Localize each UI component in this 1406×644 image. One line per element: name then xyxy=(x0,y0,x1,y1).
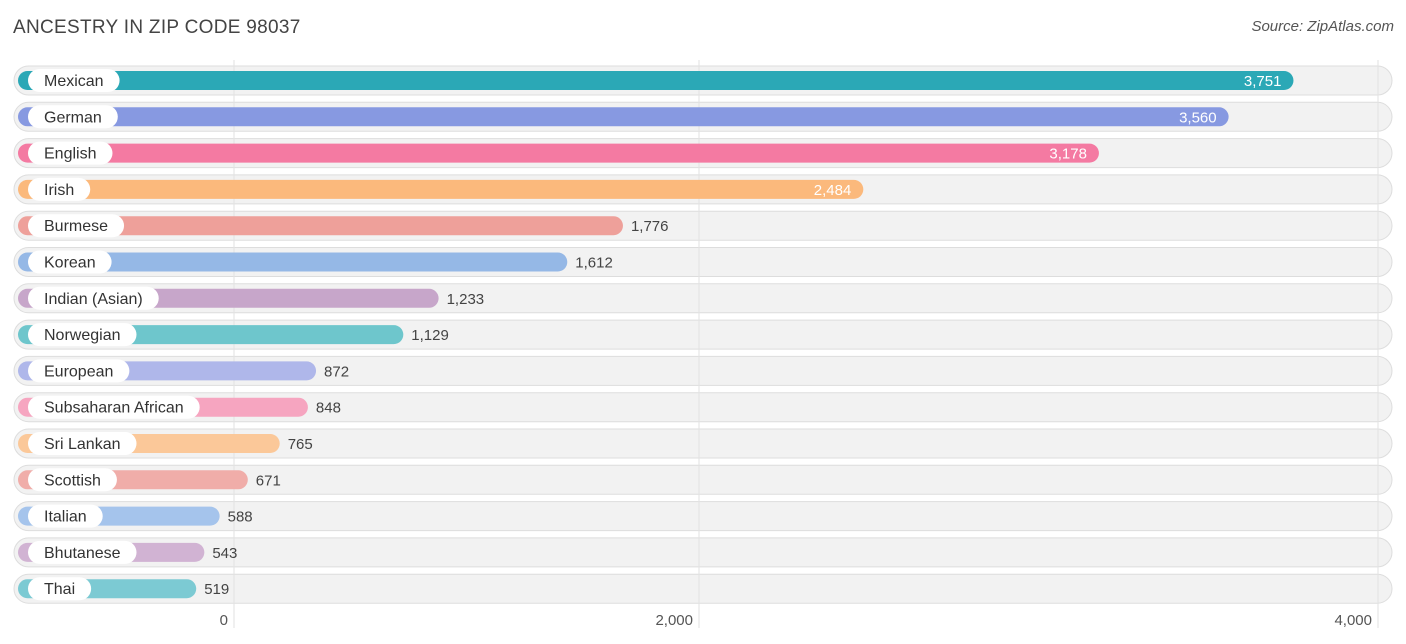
value-label: 3,751 xyxy=(1244,73,1282,90)
bar-group[interactable]: Thai 519 xyxy=(18,577,229,601)
bar-group[interactable]: European 872 xyxy=(18,359,349,383)
value-label: 519 xyxy=(204,581,229,598)
category-pill xyxy=(28,323,137,347)
value-label: 543 xyxy=(212,545,237,562)
bar-group[interactable]: Scottish 671 xyxy=(18,468,281,492)
value-label: 3,178 xyxy=(1049,146,1087,163)
category-label: Irish xyxy=(44,182,74,199)
tick-label: 0 xyxy=(220,612,228,629)
value-label: 588 xyxy=(228,509,253,526)
row-background xyxy=(13,501,1393,532)
category-pill xyxy=(28,214,125,238)
bar[interactable] xyxy=(18,252,568,272)
chart-title: ANCESTRY IN ZIP CODE 98037 xyxy=(13,17,301,38)
x-axis-ticks: 0 2,000 4,000 xyxy=(220,612,1372,629)
category-pill xyxy=(28,577,92,601)
bars: Mexican 3,751 German 3,560 English 3,178 Irish… xyxy=(18,69,1294,601)
category-label: Sri Lankan xyxy=(44,436,121,453)
category-pill xyxy=(28,504,103,528)
bar-group[interactable]: Indian (Asian) 1,233 xyxy=(18,286,485,310)
row-background xyxy=(13,573,1393,604)
category-pill xyxy=(28,395,200,419)
category-pill xyxy=(28,69,120,92)
category-pill xyxy=(28,286,159,310)
bar-group[interactable]: Italian 588 xyxy=(18,504,253,528)
category-label: Subsaharan African xyxy=(44,400,184,417)
value-label: 765 xyxy=(288,436,313,453)
bar-group[interactable]: Burmese 1,776 xyxy=(18,214,669,238)
value-label: 671 xyxy=(256,472,281,489)
category-pill xyxy=(28,432,137,455)
value-label: 1,129 xyxy=(411,327,449,344)
category-pill xyxy=(28,468,117,492)
value-label: 2,484 xyxy=(814,182,852,199)
row-background xyxy=(13,392,1393,423)
category-label: English xyxy=(44,146,96,163)
category-pill xyxy=(28,359,130,383)
row-background xyxy=(13,355,1393,386)
category-label: Thai xyxy=(44,581,75,598)
category-pill xyxy=(28,250,112,274)
category-pill xyxy=(28,540,137,564)
bar-group[interactable]: Bhutanese 543 xyxy=(18,540,237,564)
bar-group[interactable]: Norwegian 1,129 xyxy=(18,323,449,347)
category-label: Korean xyxy=(44,255,96,272)
category-pill xyxy=(28,105,118,129)
category-label: Burmese xyxy=(44,218,108,235)
bar-group[interactable]: Subsaharan African 848 xyxy=(18,395,341,419)
category-label: European xyxy=(44,363,113,380)
bar[interactable] xyxy=(18,107,1229,127)
value-label: 1,776 xyxy=(631,218,669,235)
value-label: 1,233 xyxy=(447,291,485,308)
value-label: 1,612 xyxy=(575,255,613,272)
bar[interactable] xyxy=(18,216,623,236)
bar-group[interactable]: Mexican 3,751 xyxy=(18,69,1294,92)
category-label: Scottish xyxy=(44,472,101,489)
category-pill xyxy=(28,177,91,201)
value-label: 872 xyxy=(324,363,349,380)
bar[interactable] xyxy=(18,143,1099,163)
value-label: 3,560 xyxy=(1179,109,1217,126)
value-label: 848 xyxy=(316,400,341,417)
row-background xyxy=(13,428,1393,459)
row-background xyxy=(13,537,1393,568)
tick-label: 2,000 xyxy=(655,612,693,629)
bar-group[interactable]: English 3,178 xyxy=(18,141,1099,165)
tick-label: 4,000 xyxy=(1334,612,1372,629)
bar-group[interactable]: German 3,560 xyxy=(18,105,1229,129)
category-label: Bhutanese xyxy=(44,545,121,562)
bar-group[interactable]: Irish 2,484 xyxy=(18,177,864,201)
category-label: Italian xyxy=(44,509,87,526)
row-background xyxy=(13,464,1393,495)
category-label: Indian (Asian) xyxy=(44,291,143,308)
source-credit: Source: ZipAtlas.com xyxy=(1251,18,1394,35)
category-label: Norwegian xyxy=(44,327,120,344)
bar[interactable] xyxy=(18,179,864,199)
bar[interactable] xyxy=(18,71,1294,90)
bar-group[interactable]: Sri Lankan 765 xyxy=(18,432,313,455)
category-label: Mexican xyxy=(44,73,104,90)
category-pill xyxy=(28,141,113,165)
bar-group[interactable]: Korean 1,612 xyxy=(18,250,613,274)
category-label: German xyxy=(44,109,102,126)
